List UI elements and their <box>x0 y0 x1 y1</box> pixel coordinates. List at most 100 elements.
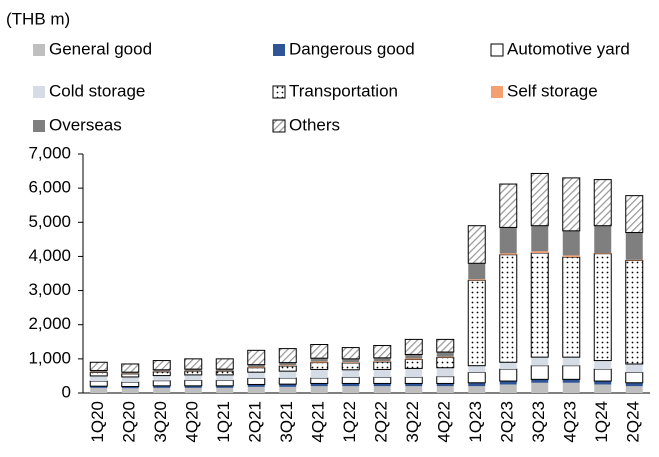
bar-segment <box>625 260 644 365</box>
bar-segment <box>531 251 549 254</box>
bar-segment <box>562 177 581 232</box>
bar-segment <box>90 375 108 382</box>
bar-segment <box>247 384 265 387</box>
bar-segment <box>247 367 266 373</box>
bar-segment <box>436 356 455 369</box>
bar-segment <box>499 384 517 393</box>
bar-segment <box>467 225 486 264</box>
bar-segment <box>310 358 328 362</box>
legend-swatch <box>490 43 504 57</box>
legend-swatch <box>33 120 45 132</box>
legend-label: Others <box>289 115 340 134</box>
bar-segment <box>593 368 612 382</box>
legend-label: General good <box>49 39 152 58</box>
bar-segment <box>499 381 517 385</box>
y-tick-label: 5,000 <box>28 212 71 231</box>
bar-segment <box>405 383 423 387</box>
y-tick-label: 2,000 <box>28 314 71 333</box>
x-tick-label: 4Q22 <box>435 401 454 443</box>
bar-segment <box>184 385 202 388</box>
x-tick-label: 4Q20 <box>183 401 202 443</box>
bar-segment <box>152 360 171 371</box>
bar-segment <box>342 383 360 387</box>
bar-segment <box>562 382 580 393</box>
bar-segment <box>404 376 423 384</box>
bar-segment <box>216 387 234 393</box>
y-tick-label: 1,000 <box>28 348 71 367</box>
bar-segment <box>247 386 265 393</box>
bar-segment <box>530 365 549 380</box>
bar-segment <box>342 386 360 393</box>
legend-swatch <box>273 44 285 56</box>
bar-segment <box>247 372 265 379</box>
bar-segment <box>562 365 581 380</box>
bar-segment <box>279 384 297 387</box>
bar-segment <box>153 369 171 372</box>
bar-segment <box>436 367 454 377</box>
bar-segment <box>436 383 454 387</box>
legend-swatch <box>272 119 286 133</box>
x-tick-label: 2Q22 <box>372 401 391 443</box>
bar-segment <box>184 387 202 393</box>
x-tick-label: 4Q23 <box>561 401 580 443</box>
bar-segment <box>184 374 202 381</box>
y-tick-label: 4,000 <box>28 246 71 265</box>
unit-label: (THB m) <box>6 9 70 28</box>
x-tick-label: 1Q23 <box>466 401 485 443</box>
bar-segment <box>121 388 139 393</box>
x-tick-label: 3Q21 <box>277 401 296 443</box>
bar-segment <box>562 357 580 366</box>
bar-segment <box>247 364 265 368</box>
bar-segment <box>562 255 580 258</box>
bar-segment <box>373 383 391 387</box>
x-tick-label: 2Q20 <box>120 401 139 443</box>
bar-segment <box>436 376 455 384</box>
bar-segment <box>405 368 423 378</box>
bar-segment <box>373 357 391 362</box>
bar-segment <box>342 369 360 378</box>
bar-segment <box>530 172 549 227</box>
bar-segment <box>121 381 140 388</box>
bar-segment <box>531 357 549 366</box>
bar-segment <box>279 386 297 393</box>
bar-segment <box>278 377 297 385</box>
x-tick-label: 1Q22 <box>340 401 359 443</box>
x-tick-label: 3Q22 <box>403 401 422 443</box>
bar-segment <box>499 368 518 382</box>
legend-label: Cold storage <box>49 81 145 100</box>
legend-label: Transportation <box>289 81 398 100</box>
bar-segment <box>405 354 423 359</box>
bar-segment <box>625 386 643 393</box>
bar-segment <box>121 372 139 374</box>
bar-segment <box>215 370 234 376</box>
bar-segment <box>310 377 329 384</box>
x-tick-label: 2Q23 <box>498 401 517 443</box>
bar-segment <box>405 386 423 393</box>
legend-label: Self storage <box>507 81 598 100</box>
x-tick-label: 1Q21 <box>214 401 233 443</box>
bar-segment <box>594 381 612 385</box>
bar-segment <box>373 361 392 370</box>
bar-segment <box>625 195 644 234</box>
bar-segment <box>215 379 234 387</box>
bar-segment <box>594 253 612 254</box>
bar-segment <box>310 383 328 387</box>
bar-segment <box>90 370 108 373</box>
bar-segment <box>90 386 108 388</box>
bar-segment <box>184 369 202 371</box>
bar-segment <box>310 362 329 370</box>
bar-segment <box>468 365 486 373</box>
bar-segment <box>531 379 549 383</box>
bar-segment <box>216 374 234 381</box>
bar-segment <box>468 386 486 393</box>
bar-segment <box>216 369 234 371</box>
bar-segment <box>404 359 423 369</box>
bar-segment <box>184 370 203 376</box>
legend-swatch <box>491 86 503 98</box>
bar-segment <box>342 362 360 363</box>
bar-segment <box>341 362 360 371</box>
bar-segment <box>247 367 265 368</box>
bar-segment <box>373 386 391 393</box>
x-tick-label: 1Q20 <box>88 401 107 443</box>
bar-segment <box>531 225 549 252</box>
